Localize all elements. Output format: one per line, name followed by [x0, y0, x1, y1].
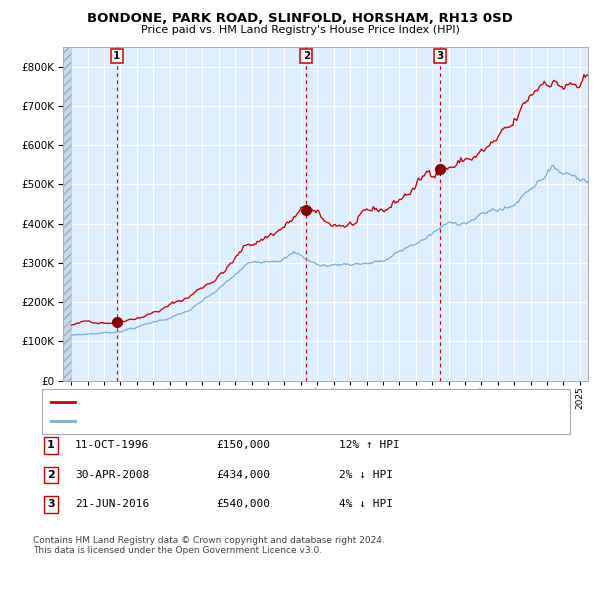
Text: HPI: Average price, detached house, Horsham: HPI: Average price, detached house, Hors… — [81, 417, 310, 426]
Text: Price paid vs. HM Land Registry's House Price Index (HPI): Price paid vs. HM Land Registry's House … — [140, 25, 460, 35]
Text: 30-APR-2008: 30-APR-2008 — [75, 470, 149, 480]
Text: £540,000: £540,000 — [216, 500, 270, 509]
Text: Contains HM Land Registry data © Crown copyright and database right 2024.
This d: Contains HM Land Registry data © Crown c… — [33, 536, 385, 555]
Text: 12% ↑ HPI: 12% ↑ HPI — [339, 441, 400, 450]
Text: BONDONE, PARK ROAD, SLINFOLD, HORSHAM, RH13 0SD (detached house): BONDONE, PARK ROAD, SLINFOLD, HORSHAM, R… — [81, 397, 457, 407]
Text: 2% ↓ HPI: 2% ↓ HPI — [339, 470, 393, 480]
Text: 2: 2 — [302, 51, 310, 61]
Text: 1: 1 — [47, 441, 55, 450]
Text: 4% ↓ HPI: 4% ↓ HPI — [339, 500, 393, 509]
Text: 11-OCT-1996: 11-OCT-1996 — [75, 441, 149, 450]
Text: £150,000: £150,000 — [216, 441, 270, 450]
Text: 3: 3 — [47, 500, 55, 509]
Text: 1: 1 — [113, 51, 121, 61]
Text: £434,000: £434,000 — [216, 470, 270, 480]
Text: BONDONE, PARK ROAD, SLINFOLD, HORSHAM, RH13 0SD: BONDONE, PARK ROAD, SLINFOLD, HORSHAM, R… — [87, 12, 513, 25]
Text: 3: 3 — [436, 51, 443, 61]
Text: 21-JUN-2016: 21-JUN-2016 — [75, 500, 149, 509]
Text: 2: 2 — [47, 470, 55, 480]
